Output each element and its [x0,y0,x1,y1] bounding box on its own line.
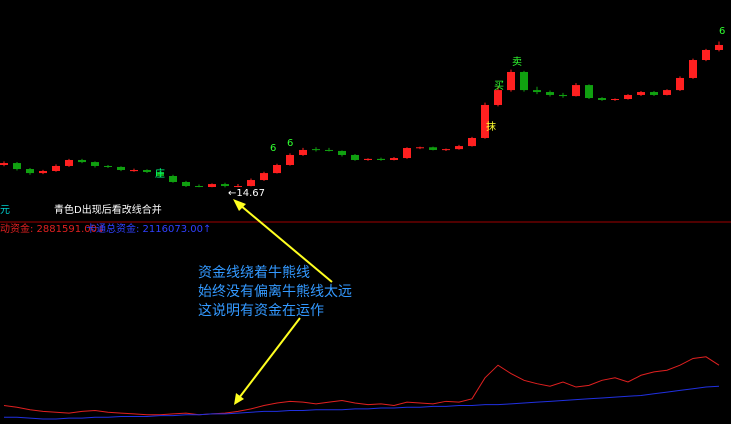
signal-marker: 卖 [512,56,522,68]
candle-body [299,149,307,155]
candle-body [559,94,567,97]
candle-body [364,158,372,160]
candle-body [260,173,268,181]
signal-marker: 抹 [486,120,496,133]
annotation: 始终没有偏离牛熊线太远 [198,283,352,300]
candle-body [156,171,164,176]
candle-body [416,147,424,149]
candle-body [104,165,112,167]
candle-body [52,165,60,171]
candle-body [221,184,229,187]
candle-body [195,186,203,188]
candle-body [533,90,541,93]
candle-body [91,162,99,166]
candle-body [143,170,151,172]
candle-body [494,90,502,105]
candle-body [390,158,398,160]
candle-body [598,98,606,100]
candle-body [637,92,645,95]
low-label: ←14.67 [228,188,265,199]
fund-line [3,356,720,416]
candle-body [520,71,528,91]
signal-marker: 6 [287,138,293,149]
candle-body [715,44,723,50]
candle-body [13,163,21,170]
arrows [233,199,333,405]
candle-body [286,154,294,165]
candle-body [546,92,554,95]
candle-body [663,90,671,95]
candle-body [247,180,255,187]
candle-body [481,104,489,138]
candle-body [442,149,450,151]
candle-body [78,159,86,163]
signal-marker: 买 [494,80,504,92]
candle-body [624,94,632,99]
candle-body [429,147,437,150]
candle-body [39,170,47,174]
candle-body [702,49,710,61]
hint-text: 青色D出现后看改线合并 [54,203,162,216]
annotation: 资金线绕着牛熊线 [198,265,310,281]
candle-body [403,148,411,159]
legend-entry: 动资金: 2881591.00↓ [0,222,105,235]
annotation: 这说明有资金在运作 [198,302,324,319]
candle-body [468,137,476,147]
candle-body [130,170,138,172]
candle-body [585,85,593,99]
candle-body [65,159,73,166]
signal-marker: 6 [270,143,276,154]
legend-entry: 卡通总资金: 2116073.00↑ [86,222,211,235]
candle-body [572,85,580,97]
candle-body [351,154,359,160]
candle-body [208,184,216,187]
candle-body [234,186,242,188]
candle-body [0,163,8,165]
candle-body [650,92,658,95]
candle-body [169,176,177,182]
candle-body [273,165,281,174]
signal-marker: 6 [719,26,725,37]
candle-body [507,71,515,91]
candle-body [689,60,697,78]
candle-body [455,146,463,150]
signal-marker: 庄 [155,167,165,180]
candle-body [676,77,684,91]
candle-body [26,169,34,174]
candle-body [377,158,385,160]
candle-body [325,149,333,151]
fund-line [4,385,720,420]
candle-body [611,99,619,100]
candle-body [312,149,320,151]
candle-body [338,150,346,155]
left-label: 元 [0,205,10,216]
candle-body [182,181,190,187]
candle-body [117,166,125,171]
